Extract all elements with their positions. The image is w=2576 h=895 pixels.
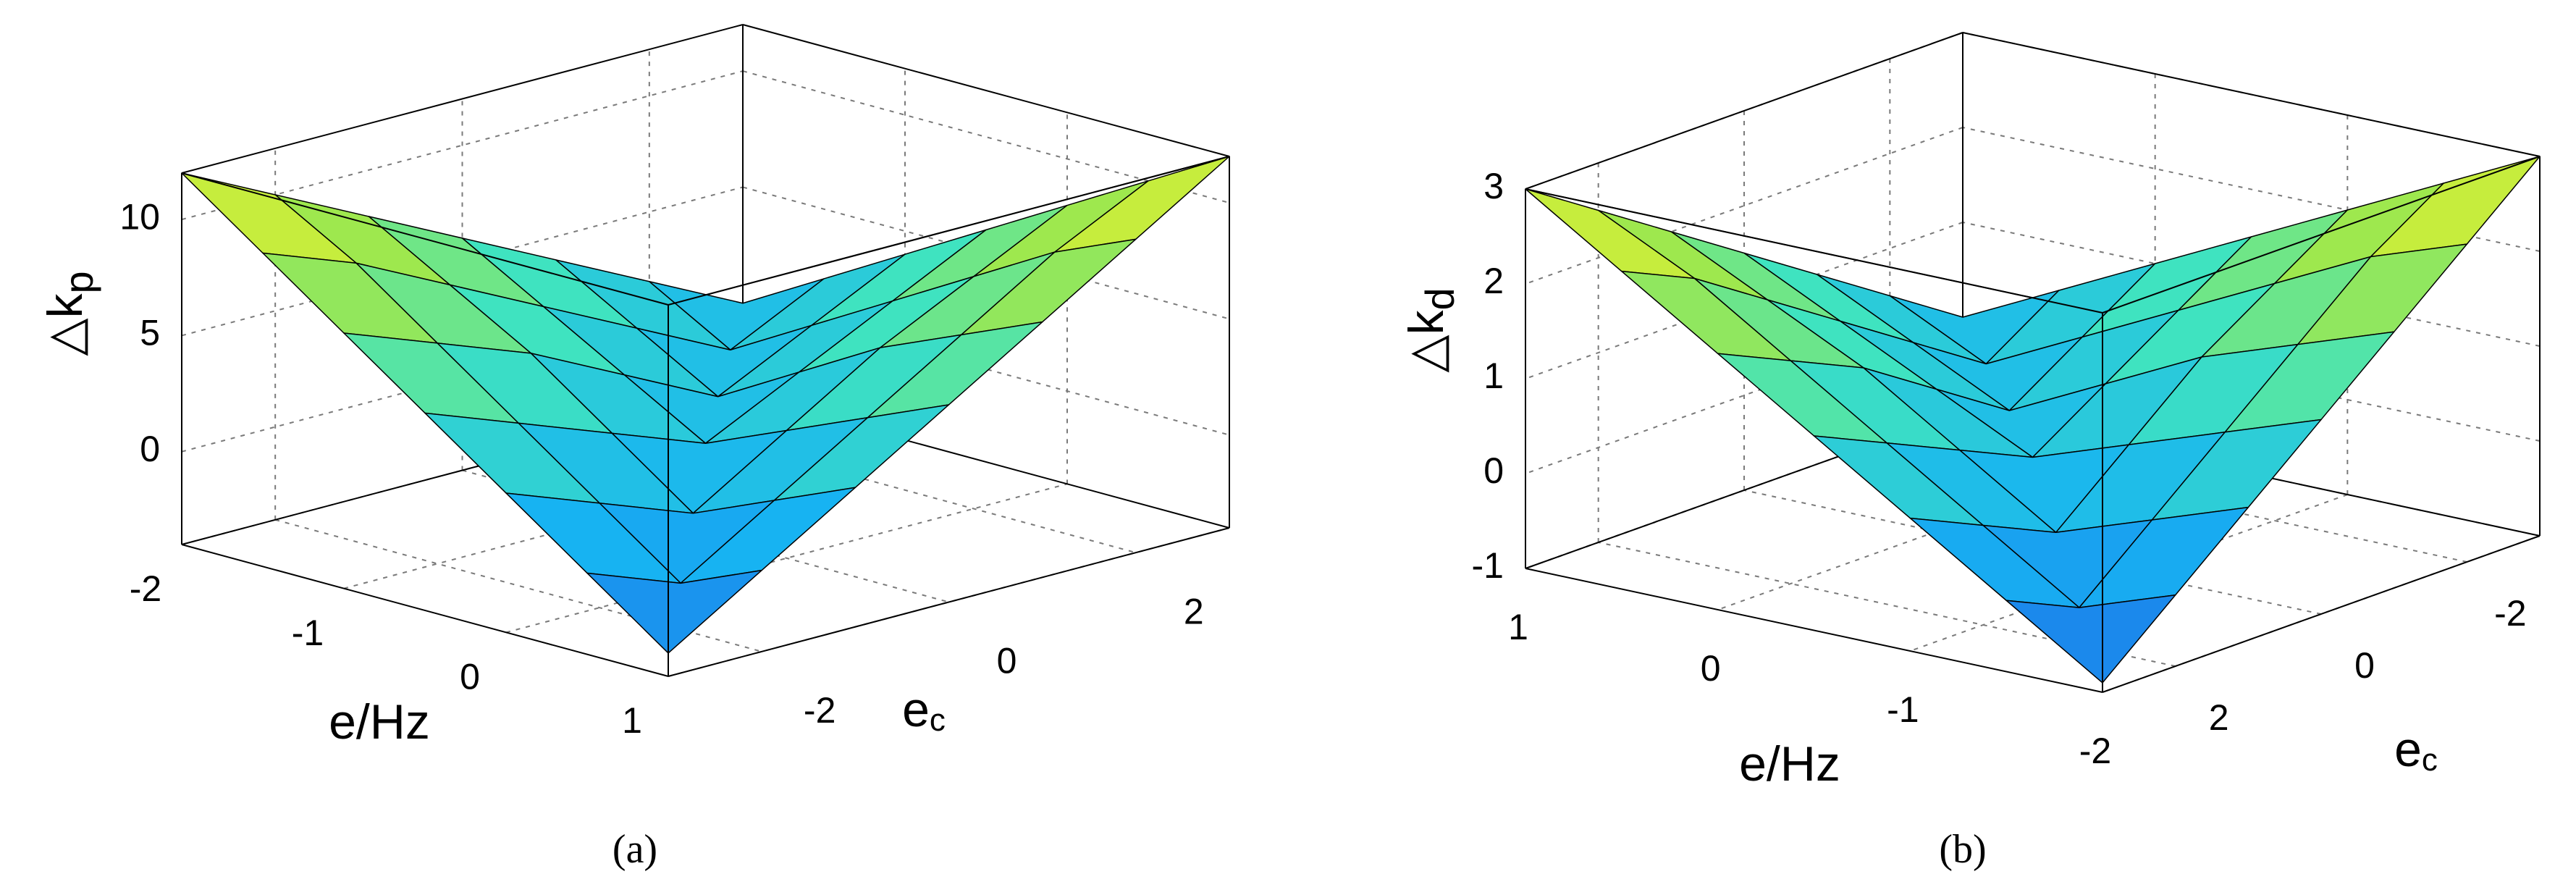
x-tick-label: -1 (1887, 689, 1919, 730)
grid-line (742, 70, 1230, 204)
box-edge (1525, 32, 1963, 190)
y-tick-label: 2 (2209, 697, 2229, 738)
grid-line (1525, 222, 1963, 379)
z-tick-label: 5 (140, 313, 160, 353)
y-axis-label-main: e (902, 682, 930, 737)
box-edge (742, 24, 1230, 157)
y-axis-label: ec (2394, 722, 2438, 778)
x-tick-label: 1 (622, 700, 642, 741)
z-tick-label: 0 (1483, 450, 1504, 491)
y-tick-label: -2 (804, 690, 835, 731)
grid-line (1598, 542, 2176, 667)
y-axis-label-main: e (2394, 722, 2422, 777)
z-tick-label: 3 (1483, 166, 1504, 206)
grid-line (274, 518, 762, 652)
z-tick-label: 1 (1483, 356, 1504, 396)
x-axis-label: e/Hz (1739, 736, 1840, 791)
z-axis-label-sub: d (1417, 287, 1462, 310)
grid-line (1717, 453, 2156, 610)
box-edge (1962, 32, 2541, 157)
x-tick-label: -2 (130, 568, 161, 609)
z-tick-label: 0 (140, 429, 160, 469)
box-edge (181, 544, 669, 677)
y-axis-label: ec (902, 682, 946, 738)
z-axis-label: △kd (1399, 287, 1462, 372)
z-axis-label: △kp (38, 271, 101, 356)
surface-cell (586, 569, 762, 654)
box-edge (1525, 568, 2103, 693)
caption: (b) (1939, 827, 1986, 872)
y-tick-label: 0 (997, 641, 1017, 681)
box-edge (2102, 156, 2541, 314)
grid-line (742, 186, 1230, 320)
y-tick-label: 0 (2354, 645, 2375, 686)
box-edge (2102, 535, 2541, 693)
z-axis-label-main: △k (38, 293, 93, 356)
x-tick-label: -1 (292, 613, 324, 653)
grid-line (1962, 127, 2541, 252)
box-edge (181, 24, 744, 174)
surface-cell (2005, 594, 2176, 684)
z-tick-label: 10 (119, 196, 160, 237)
y-tick-label: 2 (1184, 591, 1204, 631)
box-edge (668, 156, 1230, 306)
box-edge (668, 527, 1230, 677)
x-axis-label: e/Hz (329, 694, 430, 749)
caption: (a) (613, 827, 657, 872)
y-axis-label-sub: c (930, 702, 946, 738)
x-tick-label: 0 (1701, 648, 1721, 689)
box-edge (181, 172, 669, 306)
z-tick-label: 2 (1483, 261, 1504, 301)
box-edge (1525, 188, 2103, 314)
z-axis-label-sub: p (56, 271, 101, 293)
z-tick-label: -1 (1472, 545, 1504, 586)
y-axis-label-sub: c (2422, 742, 2438, 778)
x-tick-label: -2 (2079, 731, 2111, 771)
z-axis-label-main: △k (1399, 309, 1454, 372)
x-tick-label: 1 (1508, 607, 1528, 647)
y-tick-label: -2 (2494, 593, 2526, 634)
x-tick-label: 0 (460, 657, 480, 697)
